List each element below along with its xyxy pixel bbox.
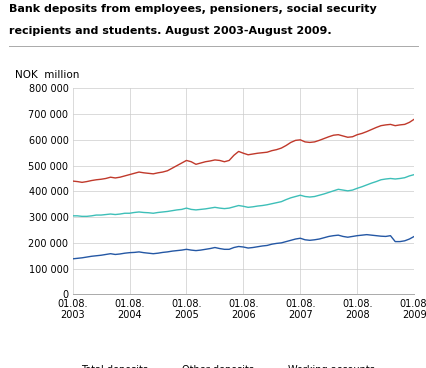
Text: recipients and students. August 2003-August 2009.: recipients and students. August 2003-Aug… xyxy=(9,26,331,36)
Legend: Total deposits, Other deposits, Working accounts: Total deposits, Other deposits, Working … xyxy=(53,361,378,368)
Text: NOK  million: NOK million xyxy=(14,70,79,80)
Text: Bank deposits from employees, pensioners, social security: Bank deposits from employees, pensioners… xyxy=(9,4,375,14)
